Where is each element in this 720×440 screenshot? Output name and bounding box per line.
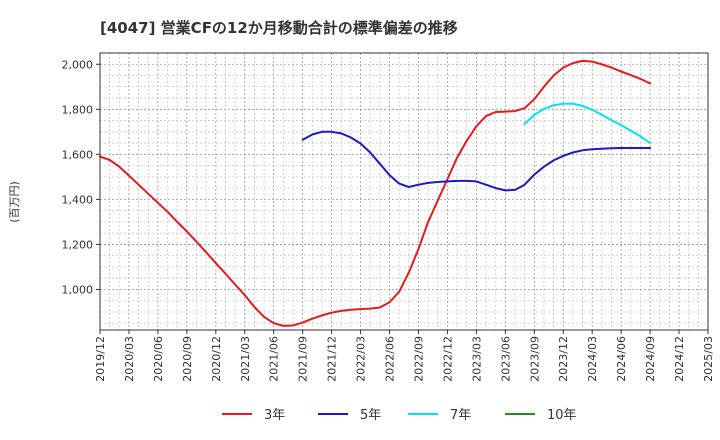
grid [100,53,708,330]
x-tick-label: 2023/09 [528,336,541,382]
y-tick-label: 2,000 [62,58,94,71]
legend: 3年 5年 7年 10年 [222,408,577,423]
x-tick-label: 2020/12 [210,336,223,382]
legend-label: 10年 [547,408,577,423]
x-tick-label: 2021/06 [268,336,281,382]
x-tick-label: 2024/06 [615,336,628,382]
series-lines [99,59,652,327]
x-tick-label: 2020/03 [123,336,136,382]
x-tick-label: 2019/12 [94,336,107,382]
x-tick-label: 2022/12 [441,336,454,382]
x-tick-label: 2021/03 [239,336,252,382]
y-axis-label: (百万円) [8,181,21,223]
x-tick-label: 2024/09 [644,336,657,382]
plot-frame [99,52,709,331]
x-ticks: 2019/12 2020/03 2020/06 2020/09 2020/12 2021/… [94,330,715,382]
y-tick-label: 1,800 [62,103,94,116]
x-tick-label: 2021/12 [326,336,339,382]
x-tick-label: 2022/09 [412,336,425,382]
x-tick-label: 2023/03 [470,336,483,382]
series-line-3年 [99,59,652,327]
x-tick-label: 2023/06 [499,336,512,382]
series-line-7年 [523,102,652,145]
y-tick-label: 1,600 [62,148,94,161]
x-tick-label: 2025/03 [702,336,715,382]
legend-label: 3年 [264,408,285,423]
x-tick-label: 2023/12 [557,336,570,382]
x-tick-label: 2022/03 [355,336,368,382]
y-tick-label: 1,000 [62,283,94,296]
x-tick-label: 2024/12 [673,336,686,382]
y-tick-label: 1,200 [62,238,94,251]
x-tick-label: 2021/09 [297,336,310,382]
legend-label: 5年 [360,408,381,423]
series-line-5年 [301,130,652,192]
x-tick-label: 2024/03 [586,336,599,382]
legend-label: 7年 [450,408,471,423]
y-ticks: 1,000 1,200 1,400 1,600 1,800 2,000 [62,58,100,296]
x-tick-label: 2020/09 [181,336,194,382]
y-tick-label: 1,400 [62,193,94,206]
x-tick-label: 2022/06 [384,336,397,382]
x-tick-label: 2020/06 [152,336,165,382]
chart-title: [4047] 営業CFの12か月移動合計の標準偏差の推移 [100,19,458,37]
